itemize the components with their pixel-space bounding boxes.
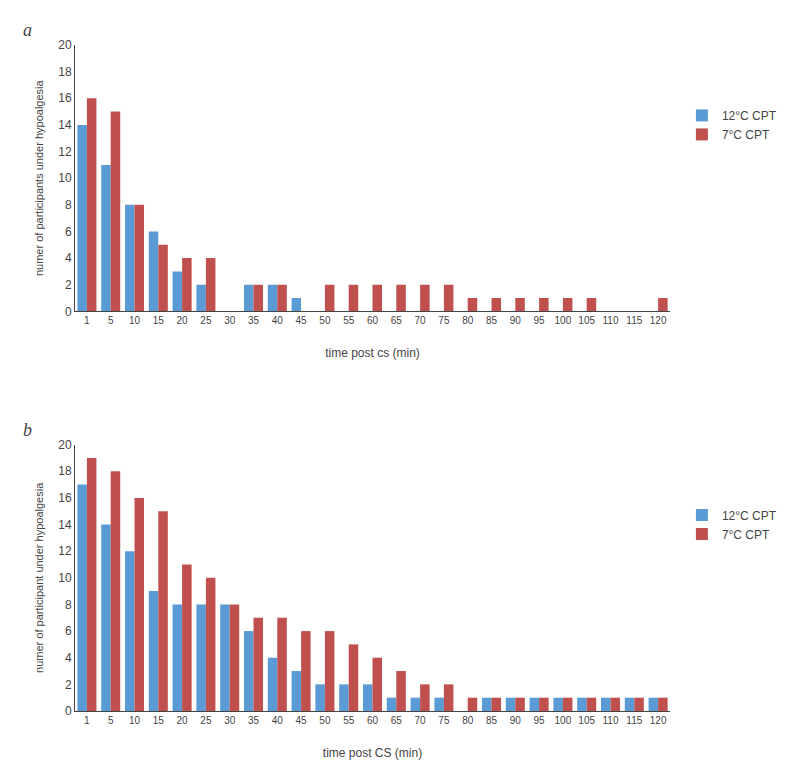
svg-text:a: a (23, 20, 32, 40)
svg-text:45: 45 (296, 315, 308, 326)
svg-text:35: 35 (248, 315, 260, 326)
svg-text:numer of participant under hyp: numer of participant under hypoalgesia (33, 482, 45, 673)
svg-text:110: 110 (603, 315, 619, 326)
svg-text:100: 100 (555, 715, 572, 726)
svg-text:85: 85 (486, 715, 498, 726)
svg-text:95: 95 (534, 715, 546, 726)
svg-text:12°C CPT: 12°C CPT (722, 509, 777, 523)
svg-text:18: 18 (58, 464, 72, 478)
svg-text:8: 8 (65, 198, 72, 212)
svg-text:7°C CPT: 7°C CPT (722, 128, 770, 142)
svg-text:120: 120 (650, 715, 667, 726)
svg-text:80: 80 (462, 315, 474, 326)
svg-text:115: 115 (626, 315, 642, 326)
svg-text:time post CS (min): time post CS (min) (323, 746, 422, 760)
svg-text:b: b (23, 420, 32, 440)
svg-text:12: 12 (58, 544, 72, 558)
svg-text:1: 1 (84, 715, 90, 726)
svg-text:14: 14 (58, 118, 72, 132)
svg-text:16: 16 (58, 91, 72, 105)
svg-text:time post cs (min): time post cs (min) (325, 346, 420, 360)
svg-text:90: 90 (510, 715, 522, 726)
svg-text:10: 10 (58, 571, 72, 585)
svg-text:50: 50 (319, 715, 331, 726)
svg-text:95: 95 (534, 315, 546, 326)
svg-text:20: 20 (58, 38, 72, 52)
svg-text:4: 4 (65, 651, 72, 665)
svg-text:60: 60 (367, 315, 379, 326)
svg-text:20: 20 (58, 438, 72, 452)
svg-text:105: 105 (578, 315, 595, 326)
svg-text:10: 10 (129, 715, 141, 726)
svg-text:10: 10 (129, 315, 141, 326)
svg-text:6: 6 (65, 225, 72, 239)
svg-text:90: 90 (510, 315, 522, 326)
svg-text:30: 30 (224, 315, 236, 326)
svg-text:12°C CPT: 12°C CPT (722, 109, 777, 123)
svg-text:110: 110 (603, 715, 619, 726)
svg-text:55: 55 (343, 315, 355, 326)
svg-text:12: 12 (58, 145, 72, 159)
svg-text:115: 115 (626, 715, 642, 726)
svg-text:7°C CPT: 7°C CPT (722, 528, 770, 542)
svg-text:15: 15 (153, 315, 165, 326)
svg-text:120: 120 (650, 315, 667, 326)
svg-text:85: 85 (486, 315, 498, 326)
svg-text:50: 50 (319, 315, 331, 326)
svg-text:100: 100 (555, 315, 572, 326)
svg-text:30: 30 (224, 715, 236, 726)
svg-text:5: 5 (108, 315, 114, 326)
svg-text:1: 1 (84, 315, 90, 326)
svg-text:16: 16 (58, 491, 72, 505)
svg-text:4: 4 (65, 251, 72, 265)
svg-text:55: 55 (343, 715, 355, 726)
svg-text:70: 70 (415, 715, 427, 726)
svg-text:105: 105 (578, 715, 595, 726)
svg-text:45: 45 (296, 715, 308, 726)
svg-text:60: 60 (367, 715, 379, 726)
svg-text:25: 25 (200, 315, 212, 326)
svg-text:8: 8 (65, 598, 72, 612)
svg-text:numer of participants under hy: numer of participants under hypoalgesia (33, 79, 45, 276)
svg-text:80: 80 (462, 715, 474, 726)
svg-text:65: 65 (391, 315, 403, 326)
svg-text:70: 70 (415, 315, 427, 326)
svg-text:75: 75 (438, 715, 450, 726)
svg-text:0: 0 (65, 305, 72, 319)
svg-text:18: 18 (58, 65, 72, 79)
svg-text:14: 14 (58, 518, 72, 532)
svg-text:25: 25 (200, 715, 212, 726)
svg-text:2: 2 (65, 278, 72, 292)
svg-text:6: 6 (65, 624, 72, 638)
svg-text:2: 2 (65, 678, 72, 692)
svg-text:0: 0 (65, 704, 72, 718)
svg-text:40: 40 (272, 315, 284, 326)
svg-text:20: 20 (177, 315, 189, 326)
svg-text:5: 5 (108, 715, 114, 726)
svg-text:65: 65 (391, 715, 403, 726)
svg-text:40: 40 (272, 715, 284, 726)
svg-text:75: 75 (438, 315, 450, 326)
svg-text:10: 10 (58, 171, 72, 185)
svg-text:20: 20 (177, 715, 189, 726)
svg-text:15: 15 (153, 715, 165, 726)
svg-text:35: 35 (248, 715, 260, 726)
